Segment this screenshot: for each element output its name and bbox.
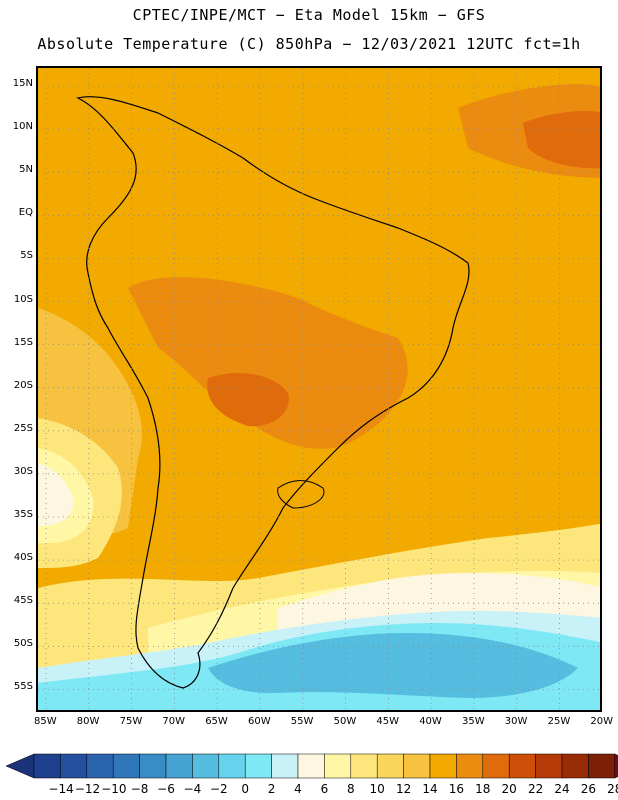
colorbar-tick-label: 24	[554, 782, 570, 796]
colorbar-tick-label: 0	[241, 782, 249, 796]
colorbar-tick-label: 20	[501, 782, 517, 796]
lon-label: 45W	[376, 716, 400, 727]
colorbar-swatch	[165, 753, 193, 779]
colorbar-tick-label: 14	[422, 782, 438, 796]
colorbar-tick-label: 28	[607, 782, 618, 796]
colorbar-tick-label: 18	[475, 782, 491, 796]
lat-label: EQ	[18, 207, 33, 219]
colorbar-swatch	[403, 753, 431, 779]
colorbar-swatch	[86, 753, 114, 779]
lat-label: 15S	[13, 336, 33, 348]
uruguay-coast	[277, 480, 325, 509]
colorbar-low-arrow	[5, 753, 35, 779]
colorbar-tick-label: 2	[267, 782, 276, 796]
header-model-title: CPTEC/INPE/MCT − Eta Model 15km − GFS	[132, 6, 486, 24]
colorbar-swatch	[482, 753, 510, 779]
colorbar-high-arrow	[614, 753, 618, 779]
lat-label: 5N	[19, 164, 33, 176]
colorbar-tick-label: −12	[74, 782, 101, 796]
lat-label: 30S	[13, 465, 33, 477]
lat-label: 35S	[13, 509, 33, 520]
colorbar-tick-label: 22	[527, 782, 544, 796]
header-field-title: Absolute Temperature (C) 850hPa − 12/03/…	[37, 35, 581, 53]
lon-label: 20W	[590, 716, 614, 727]
colorbar-tick-label: −2	[209, 782, 228, 796]
lon-label: 25W	[547, 716, 571, 727]
lon-label: 40W	[419, 716, 442, 727]
lon-label: 85W	[34, 716, 57, 727]
south-america-coastline	[76, 96, 470, 689]
colorbar-swatch	[112, 753, 140, 779]
lon-label: 65W	[205, 716, 228, 727]
lon-label: 35W	[462, 716, 485, 727]
colorbar-tick-label: 6	[320, 782, 329, 796]
colorbar-swatch	[324, 753, 352, 779]
lon-label: 60W	[248, 716, 271, 727]
colorbar	[5, 753, 618, 779]
colorbar-tick-label: −10	[101, 782, 127, 796]
colorbar-swatch	[535, 753, 563, 779]
temperature-map	[36, 66, 602, 712]
colorbar-swatch	[271, 753, 299, 779]
colorbar-tick-label: 10	[369, 782, 385, 796]
colorbar-tick-label: 4	[294, 782, 302, 796]
lat-label: 55S	[13, 681, 33, 693]
colorbar-tick-label: −8	[130, 782, 149, 796]
colorbar-swatch	[376, 753, 404, 779]
lat-label: 10N	[12, 121, 33, 133]
lon-label: 50W	[333, 716, 357, 727]
colorbar-swatch	[456, 753, 484, 779]
lat-label: 10S	[13, 293, 33, 305]
lat-label: 50S	[13, 638, 33, 650]
region-hot-chaco	[207, 373, 289, 427]
colorbar-swatch	[192, 753, 220, 779]
colorbar-swatch	[60, 753, 88, 779]
lon-label: 70W	[162, 716, 186, 727]
colorbar-tick-label: 8	[346, 782, 355, 796]
lon-label: 80W	[76, 716, 100, 727]
lon-label: 30W	[504, 716, 528, 727]
colorbar-tick-label: −6	[157, 782, 175, 796]
region-hot-atlantic	[523, 111, 600, 169]
colorbar-tick-label: −14	[48, 782, 74, 796]
colorbar-tick-label: 12	[395, 782, 412, 796]
lat-label: 40S	[13, 552, 33, 564]
colorbar-swatch	[139, 753, 167, 779]
lon-label: 55W	[290, 716, 314, 727]
region-cream-west	[38, 463, 74, 526]
lat-label: 15N	[12, 78, 33, 89]
lat-label: 45S	[13, 595, 33, 607]
colorbar-tick-label: −4	[183, 782, 202, 796]
colorbar-swatch	[429, 753, 457, 779]
colorbar-swatch	[244, 753, 272, 779]
colorbar-tick-label: 16	[448, 782, 465, 796]
map-canvas	[38, 68, 600, 710]
colorbar-swatch	[218, 753, 246, 779]
region-cold-south	[208, 633, 578, 698]
colorbar-swatch	[588, 753, 616, 779]
region-warm-continent	[128, 277, 408, 449]
lon-label: 75W	[119, 716, 143, 727]
colorbar-swatch	[561, 753, 589, 779]
lat-label: 20S	[13, 379, 33, 391]
lat-label: 5S	[20, 250, 33, 262]
lat-label: 25S	[13, 422, 33, 434]
colorbar-swatch	[33, 753, 61, 779]
colorbar-tick-label: 26	[580, 782, 597, 796]
colorbar-swatch	[350, 753, 378, 779]
colorbar-swatch	[508, 753, 536, 779]
colorbar-swatch	[297, 753, 325, 779]
